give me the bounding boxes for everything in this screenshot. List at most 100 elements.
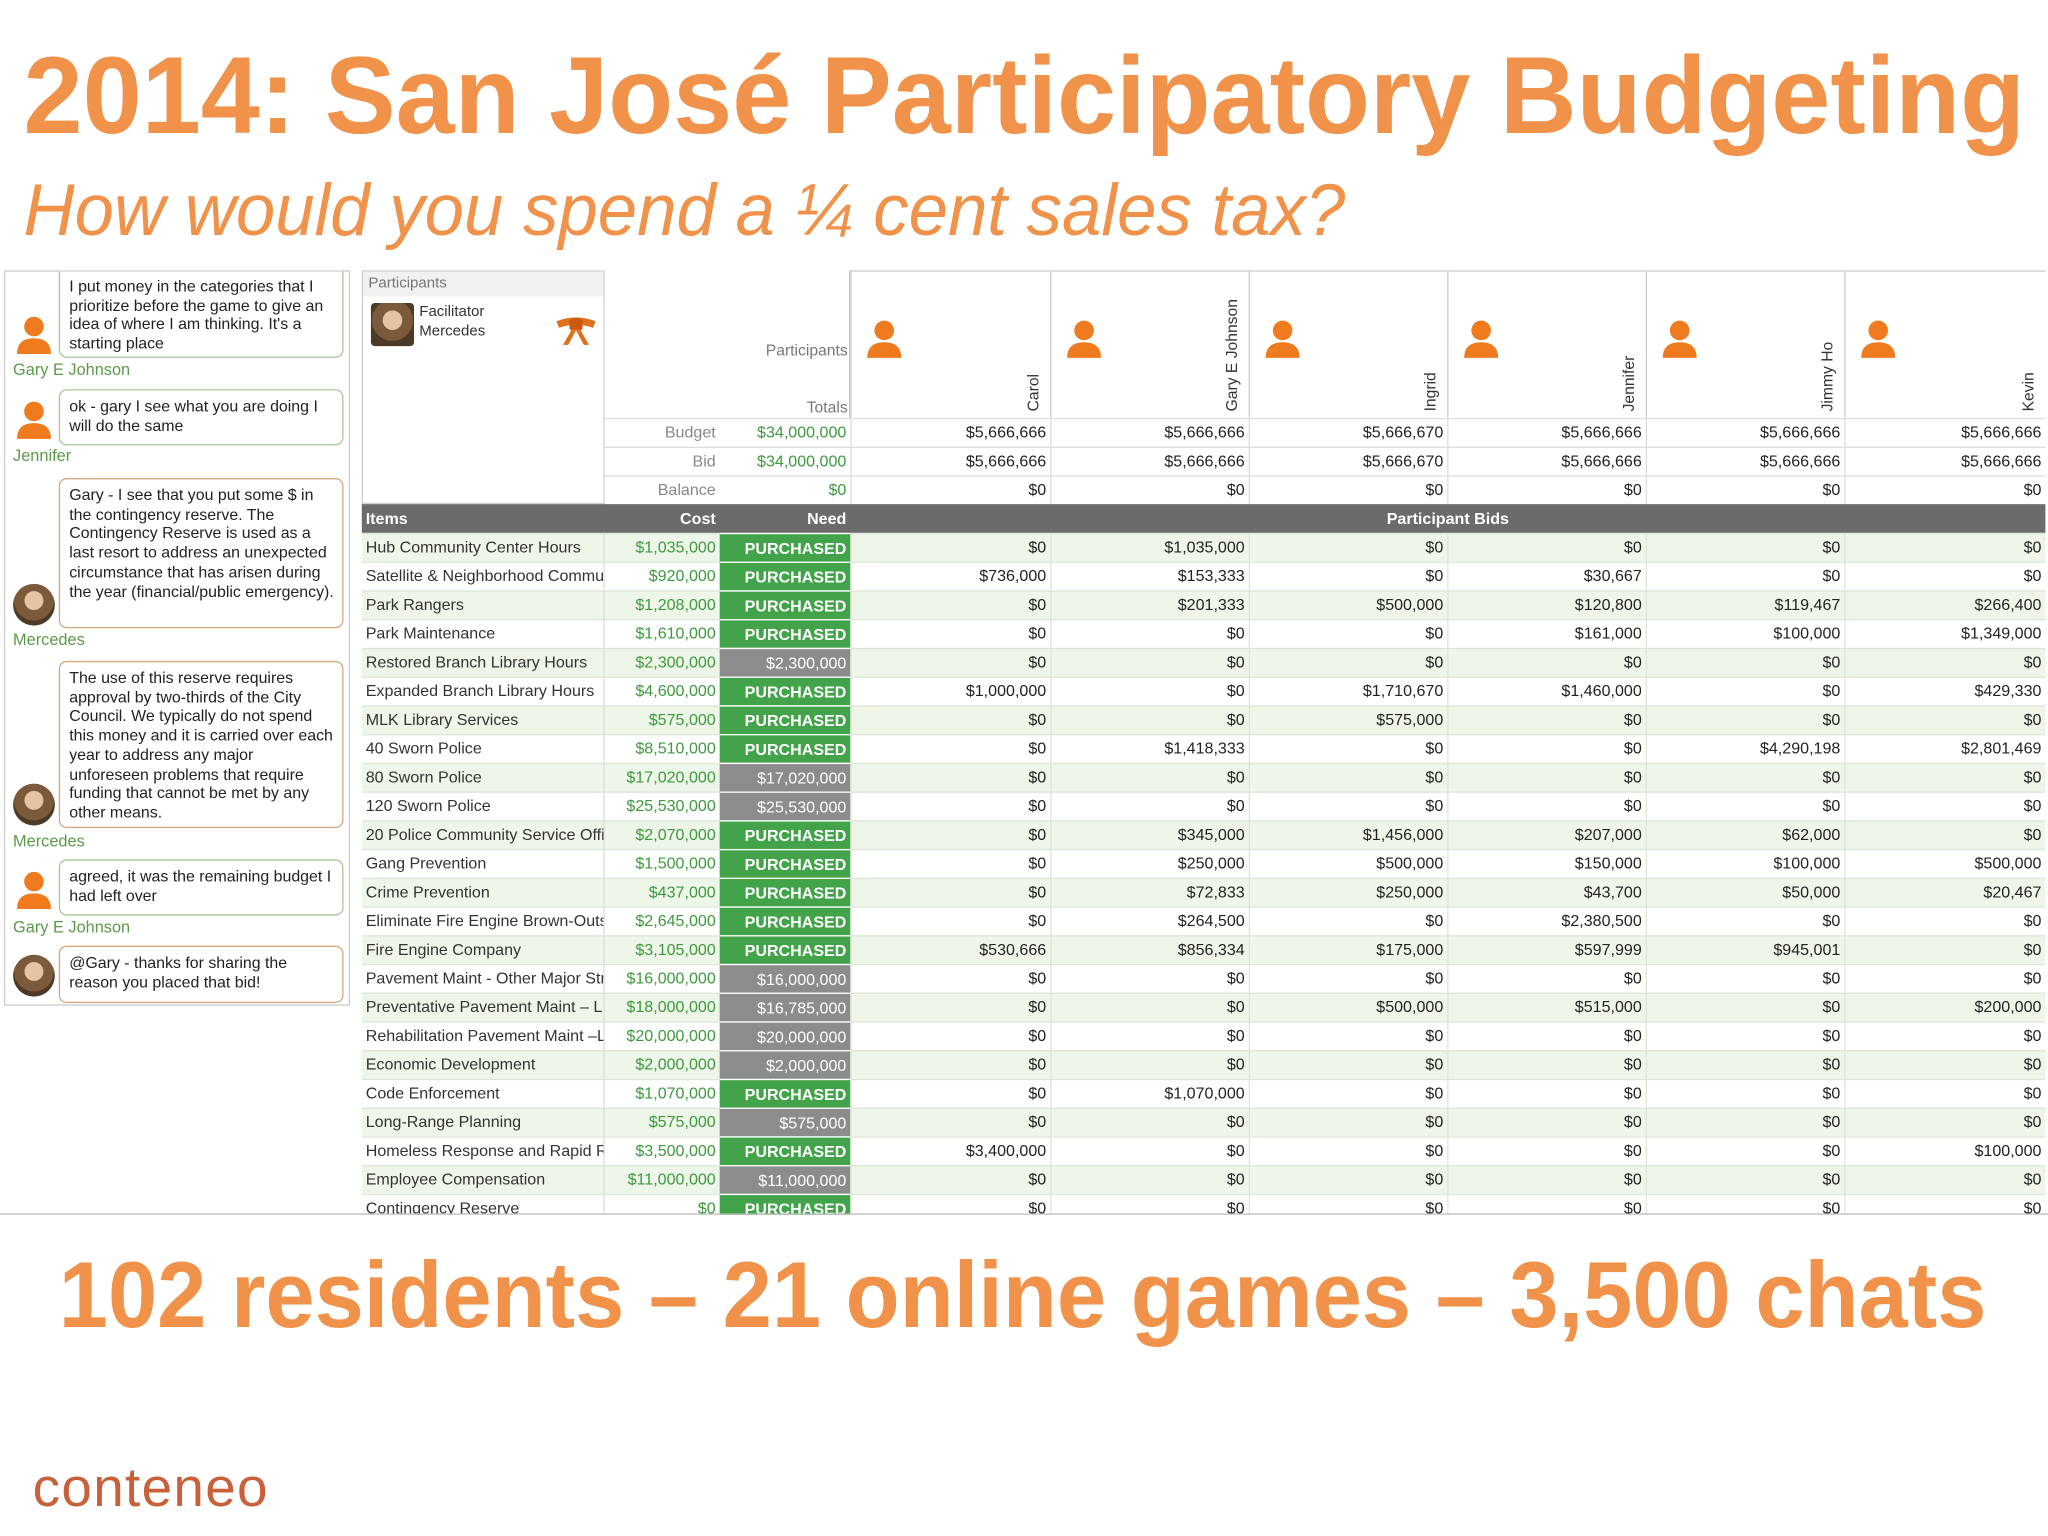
- item-need: PURCHASED: [719, 820, 851, 849]
- item-need: $17,020,000: [719, 762, 851, 792]
- bid-value: $0: [1248, 1193, 1448, 1215]
- item-name: Eliminate Fire Engine Brown-Outs: [362, 906, 605, 936]
- bid-value: $0: [850, 1107, 1050, 1137]
- bid-value: $0: [1844, 1107, 2045, 1137]
- item-need: $11,000,000: [719, 1165, 851, 1194]
- bid-value: $575,000: [1248, 705, 1448, 735]
- item-row: [361, 1021, 2046, 1051]
- item-name: Hub Community Center Hours: [362, 532, 605, 562]
- item-need: $20,000,000: [719, 1021, 851, 1051]
- bid-value: $0: [1050, 1193, 1249, 1215]
- item-cost: $1,070,000: [635, 1084, 716, 1103]
- stats-line: 102 residents – 21 online games – 3,500 …: [58, 1243, 1987, 1348]
- bid-value: $0: [1844, 762, 2045, 792]
- bid-value: $3,400,000: [850, 1136, 1050, 1166]
- bid-value: $100,000: [1844, 1136, 2045, 1166]
- chat-bubble: ok - gary I see what you are doing I wil…: [58, 389, 344, 446]
- item-cost: $1,035,000: [635, 538, 716, 557]
- bid-value: $0: [1248, 963, 1448, 993]
- bid-value: $0: [1645, 762, 1845, 792]
- bid-value: $1,000,000: [850, 676, 1050, 706]
- bid-value: $0: [1447, 532, 1646, 562]
- bid-value: $150,000: [1447, 848, 1646, 878]
- bid-value: $0: [1447, 1136, 1646, 1166]
- item-need: PURCHASED: [719, 877, 851, 907]
- chat-text: ok - gary I see what you are doing I wil…: [69, 397, 318, 435]
- item-name: MLK Library Services: [362, 705, 605, 735]
- item-cost: $2,000,000: [635, 1055, 716, 1074]
- bid-value: $0: [1248, 1021, 1448, 1051]
- participant-avatar: [1460, 317, 1502, 359]
- item-need: $16,000,000: [719, 963, 851, 993]
- bid-value: $856,334: [1050, 935, 1249, 964]
- item-name: 40 Sworn Police: [362, 734, 605, 763]
- item-row: [361, 1050, 2046, 1079]
- bid-value: $0: [1645, 1021, 1845, 1051]
- item-row: [361, 877, 2046, 907]
- item-row: [361, 820, 2046, 849]
- item-need: PURCHASED: [719, 705, 851, 735]
- item-need: PURCHASED: [719, 1136, 851, 1166]
- participant-avatar: [1063, 317, 1105, 359]
- chat-avatar: [13, 313, 55, 355]
- item-cost: $11,000,000: [627, 1170, 716, 1189]
- bid-value: $515,000: [1447, 992, 1646, 1022]
- bid-value: $0: [1645, 906, 1845, 936]
- bid-value: $43,700: [1447, 877, 1646, 907]
- item-row: [361, 1165, 2046, 1194]
- item-row: [361, 705, 2046, 735]
- item-cost: $575,000: [648, 1112, 716, 1132]
- bid-value: $1,710,670: [1248, 676, 1448, 706]
- participant-name: Jimmy Ho: [1818, 341, 1837, 412]
- bid-value: $0: [1248, 619, 1448, 648]
- bid-value: $0: [1050, 1050, 1249, 1079]
- bid-value: $500,000: [1248, 992, 1448, 1022]
- bid-value: $119,467: [1645, 590, 1845, 620]
- bid-value: $0: [1248, 647, 1448, 677]
- item-name: Gang Prevention: [362, 848, 605, 878]
- item-need: PURCHASED: [719, 1193, 851, 1215]
- item-cost: $437,000: [648, 882, 716, 902]
- bid-value: $345,000: [1050, 820, 1249, 849]
- item-cost: $8,510,000: [635, 739, 716, 758]
- bid-value: $250,000: [1050, 848, 1249, 878]
- summary-value: $0: [1447, 475, 1646, 505]
- bid-value: $0: [1248, 791, 1448, 821]
- item-name: Restored Branch Library Hours: [362, 647, 605, 677]
- summary-value: $5,666,666: [1050, 446, 1249, 476]
- bid-value: $0: [1844, 561, 2045, 591]
- item-row: [361, 676, 2046, 706]
- item-cost: $3,105,000: [635, 940, 716, 959]
- facilitator-label: Facilitator: [419, 304, 485, 320]
- bid-value: $0: [1248, 561, 1448, 591]
- summary-value: $0: [1050, 475, 1249, 505]
- participant-header: [1447, 270, 1646, 418]
- participant-header: [1645, 270, 1845, 418]
- bid-value: $0: [1248, 1165, 1448, 1194]
- bid-value: $161,000: [1447, 619, 1646, 648]
- bid-value: $1,070,000: [1050, 1078, 1249, 1108]
- chat-avatar: [13, 583, 55, 626]
- item-name: Park Maintenance: [362, 619, 605, 648]
- item-need: PURCHASED: [719, 532, 851, 562]
- item-need: PURCHASED: [719, 1078, 851, 1108]
- item-need: PURCHASED: [719, 734, 851, 763]
- slide-subtitle: How would you spend a ¼ cent sales tax?: [23, 168, 1346, 251]
- item-row: [361, 762, 2046, 792]
- item-name: 120 Sworn Police: [362, 791, 605, 821]
- item-cost: $1,208,000: [635, 595, 716, 614]
- bid-value: $0: [1248, 762, 1448, 792]
- item-cost: $2,645,000: [635, 911, 716, 930]
- bid-value: $62,000: [1645, 820, 1845, 849]
- summary-value: $5,666,666: [1844, 417, 2045, 447]
- item-row: [361, 906, 2046, 936]
- bid-value: $0: [1645, 1050, 1845, 1079]
- bid-value: $120,800: [1447, 590, 1646, 620]
- bid-value: $0: [850, 963, 1050, 993]
- item-cost: $4,600,000: [635, 681, 716, 701]
- item-cost: $20,000,000: [626, 1026, 716, 1045]
- bid-value: $0: [1645, 1107, 1845, 1137]
- participant-name: Ingrid: [1421, 372, 1440, 412]
